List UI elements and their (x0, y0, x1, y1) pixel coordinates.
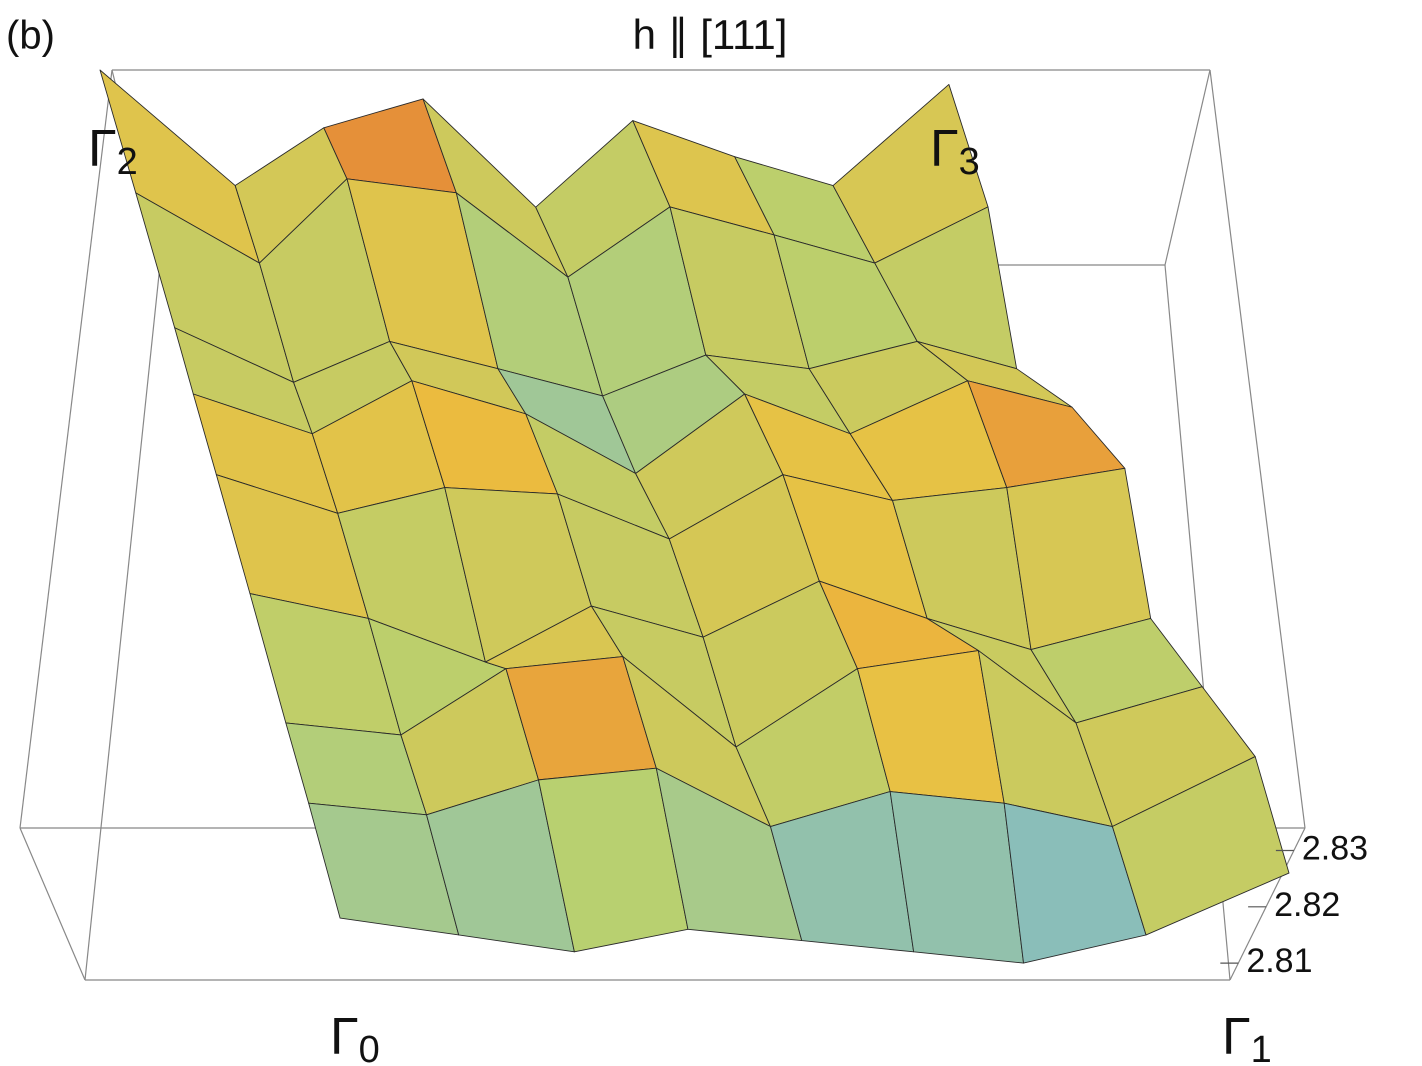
box-edge (1164, 69, 1211, 266)
z-tick-label: 2.83 (1302, 830, 1368, 868)
corner-symbol: Γ (330, 1008, 359, 1066)
box-edge (1229, 827, 1306, 981)
corner-symbol: Γ (88, 120, 117, 178)
surface-patch (1111, 756, 1290, 936)
box-edge (19, 827, 86, 981)
corner-label: Γ1 (1222, 1008, 1272, 1066)
surface-patch (1006, 467, 1152, 651)
corner-label: Γ2 (88, 120, 138, 183)
corner-subscript: 0 (359, 1029, 380, 1066)
panel-label: (b) (6, 14, 55, 58)
corner-subscript: 1 (1251, 1029, 1272, 1066)
corner-subscript: 2 (117, 141, 138, 183)
corner-symbol: Γ (1222, 1008, 1251, 1066)
corner-symbol: Γ (930, 120, 959, 178)
chart-title: h ∥ [111] (633, 11, 788, 58)
box-edge (1209, 69, 1306, 829)
corner-label: Γ3 (930, 120, 980, 183)
surface (99, 69, 1290, 964)
box-edge (84, 264, 161, 981)
box-edge (19, 69, 113, 829)
corner-subscript: 3 (959, 141, 980, 183)
corner-label: Γ0 (330, 1008, 380, 1066)
z-tick-label: 2.81 (1246, 942, 1312, 980)
z-tick-label: 2.82 (1274, 886, 1340, 924)
